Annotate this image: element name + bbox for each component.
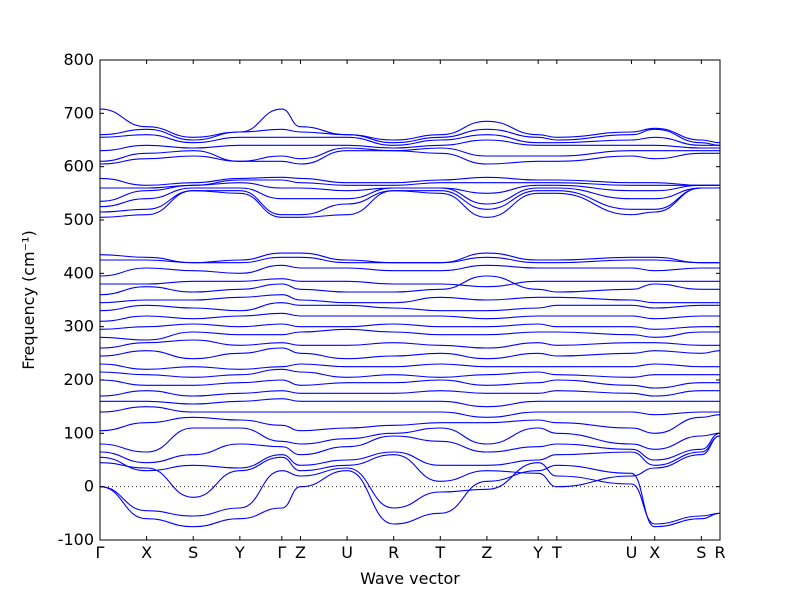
y-tick-label: 400 xyxy=(63,263,94,282)
band-line xyxy=(99,414,721,434)
band-line xyxy=(99,139,720,152)
band-line xyxy=(99,398,720,408)
band-line xyxy=(99,302,720,312)
x-tick-label: X xyxy=(649,543,660,562)
x-tick-label: S xyxy=(188,543,198,562)
x-tick-label: Z xyxy=(481,543,492,562)
x-tick-label: T xyxy=(551,543,562,562)
x-tick-label: Y xyxy=(234,543,245,562)
band-line xyxy=(99,462,721,525)
x-tick-label: X xyxy=(141,543,152,562)
y-axis-label: Frequency (cm⁻¹) xyxy=(19,230,38,369)
y-tick-label: -100 xyxy=(58,530,94,549)
band-line xyxy=(99,435,721,498)
band-line xyxy=(99,390,720,397)
x-tick-label: R xyxy=(388,543,399,562)
band-line xyxy=(99,176,720,186)
y-tick-label: 200 xyxy=(63,370,94,389)
band-line xyxy=(99,347,721,360)
band-line xyxy=(99,108,721,144)
band-line xyxy=(99,275,720,296)
x-tick-label: S xyxy=(696,543,706,562)
band-line xyxy=(100,179,720,189)
y-tick-label: 600 xyxy=(63,157,94,176)
band-line xyxy=(99,432,721,464)
x-tick-label: Y xyxy=(532,543,543,562)
phonon-bands xyxy=(99,108,721,528)
x-tick-label: Γ xyxy=(277,543,286,562)
y-tick-label: 500 xyxy=(63,210,94,229)
x-tick-label: T xyxy=(434,543,445,562)
y-axis-ticks: -100 0 100 200 300 400 500 600 700 800 xyxy=(58,50,720,549)
axes-frame xyxy=(99,59,721,541)
x-tick-label: Γ xyxy=(96,543,105,562)
band-line xyxy=(99,187,720,216)
y-tick-label: 800 xyxy=(63,50,94,69)
band-line xyxy=(99,252,720,264)
x-axis-label: Wave vector xyxy=(360,569,460,588)
band-line xyxy=(99,323,720,330)
band-line xyxy=(99,128,721,146)
band-line xyxy=(99,339,720,349)
y-tick-label: 100 xyxy=(63,423,94,442)
y-tick-label: 700 xyxy=(63,103,94,122)
x-tick-label: Z xyxy=(295,543,306,562)
band-line xyxy=(99,464,721,528)
band-line xyxy=(99,363,720,370)
band-line xyxy=(99,427,721,453)
band-line xyxy=(99,264,720,277)
band-line xyxy=(99,147,720,162)
band-line xyxy=(99,134,720,146)
y-tick-label: 300 xyxy=(63,317,94,336)
x-tick-label: U xyxy=(341,543,353,562)
band-line xyxy=(99,328,720,341)
band-line xyxy=(99,182,720,202)
x-tick-label: U xyxy=(626,543,638,562)
band-line xyxy=(99,150,720,165)
x-tick-label: R xyxy=(714,543,725,562)
band-line xyxy=(99,187,720,218)
y-tick-label: 0 xyxy=(84,477,94,496)
band-line xyxy=(99,379,720,389)
band-line xyxy=(99,368,720,378)
plot-area xyxy=(99,59,721,541)
band-line xyxy=(99,294,720,304)
band-line xyxy=(99,435,721,472)
band-line xyxy=(99,406,720,418)
band-line xyxy=(100,278,720,288)
band-line xyxy=(99,312,720,322)
